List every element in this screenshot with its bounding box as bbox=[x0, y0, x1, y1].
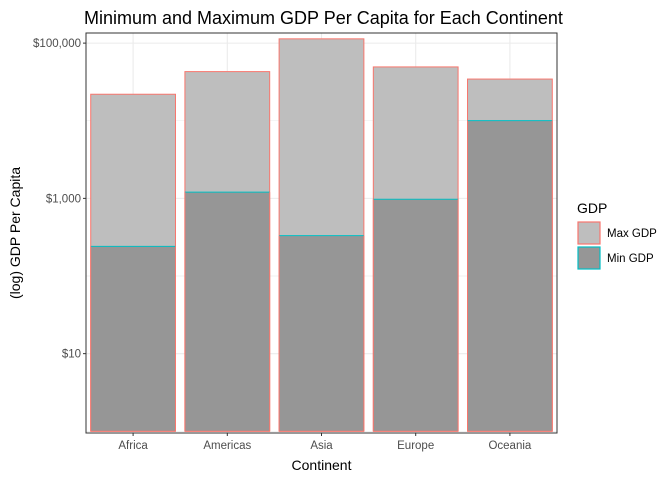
legend: GDP Max GDP Min GDP bbox=[577, 200, 657, 270]
x-tick-label-oceania: Oceania bbox=[488, 440, 531, 452]
x-tick-label-asia: Asia bbox=[310, 440, 333, 452]
min-gdp-bar-americas bbox=[184, 192, 270, 432]
x-axis: Africa Americas Asia Europe Oceania bbox=[118, 433, 532, 452]
legend-label-max-gdp: Max GDP bbox=[607, 228, 657, 240]
y-axis: $10 $1,000 $100,000 bbox=[33, 38, 86, 361]
y-axis-title: (log) GDP Per Capita bbox=[7, 167, 23, 299]
x-tick-label-europe: Europe bbox=[397, 440, 434, 452]
legend-label-min-gdp: Min GDP bbox=[607, 253, 654, 265]
min-gdp-bars bbox=[90, 120, 553, 432]
min-gdp-bar-africa bbox=[90, 246, 176, 432]
x-axis-title: Continent bbox=[292, 457, 352, 473]
min-gdp-bar-asia bbox=[279, 235, 364, 432]
min-gdp-bar-europe bbox=[373, 199, 459, 432]
y-tick-label: $10 bbox=[62, 349, 81, 361]
y-tick-label: $1,000 bbox=[46, 193, 81, 205]
legend-key-max-gdp bbox=[577, 221, 601, 245]
chart-title: Minimum and Maximum GDP Per Capita for E… bbox=[84, 8, 563, 28]
legend-key-min-gdp bbox=[577, 246, 601, 270]
x-tick-label-africa: Africa bbox=[118, 440, 148, 452]
legend-title: GDP bbox=[577, 200, 607, 216]
x-tick-label-americas: Americas bbox=[203, 440, 251, 452]
min-gdp-bar-oceania bbox=[467, 120, 553, 432]
y-tick-label: $100,000 bbox=[33, 38, 81, 50]
